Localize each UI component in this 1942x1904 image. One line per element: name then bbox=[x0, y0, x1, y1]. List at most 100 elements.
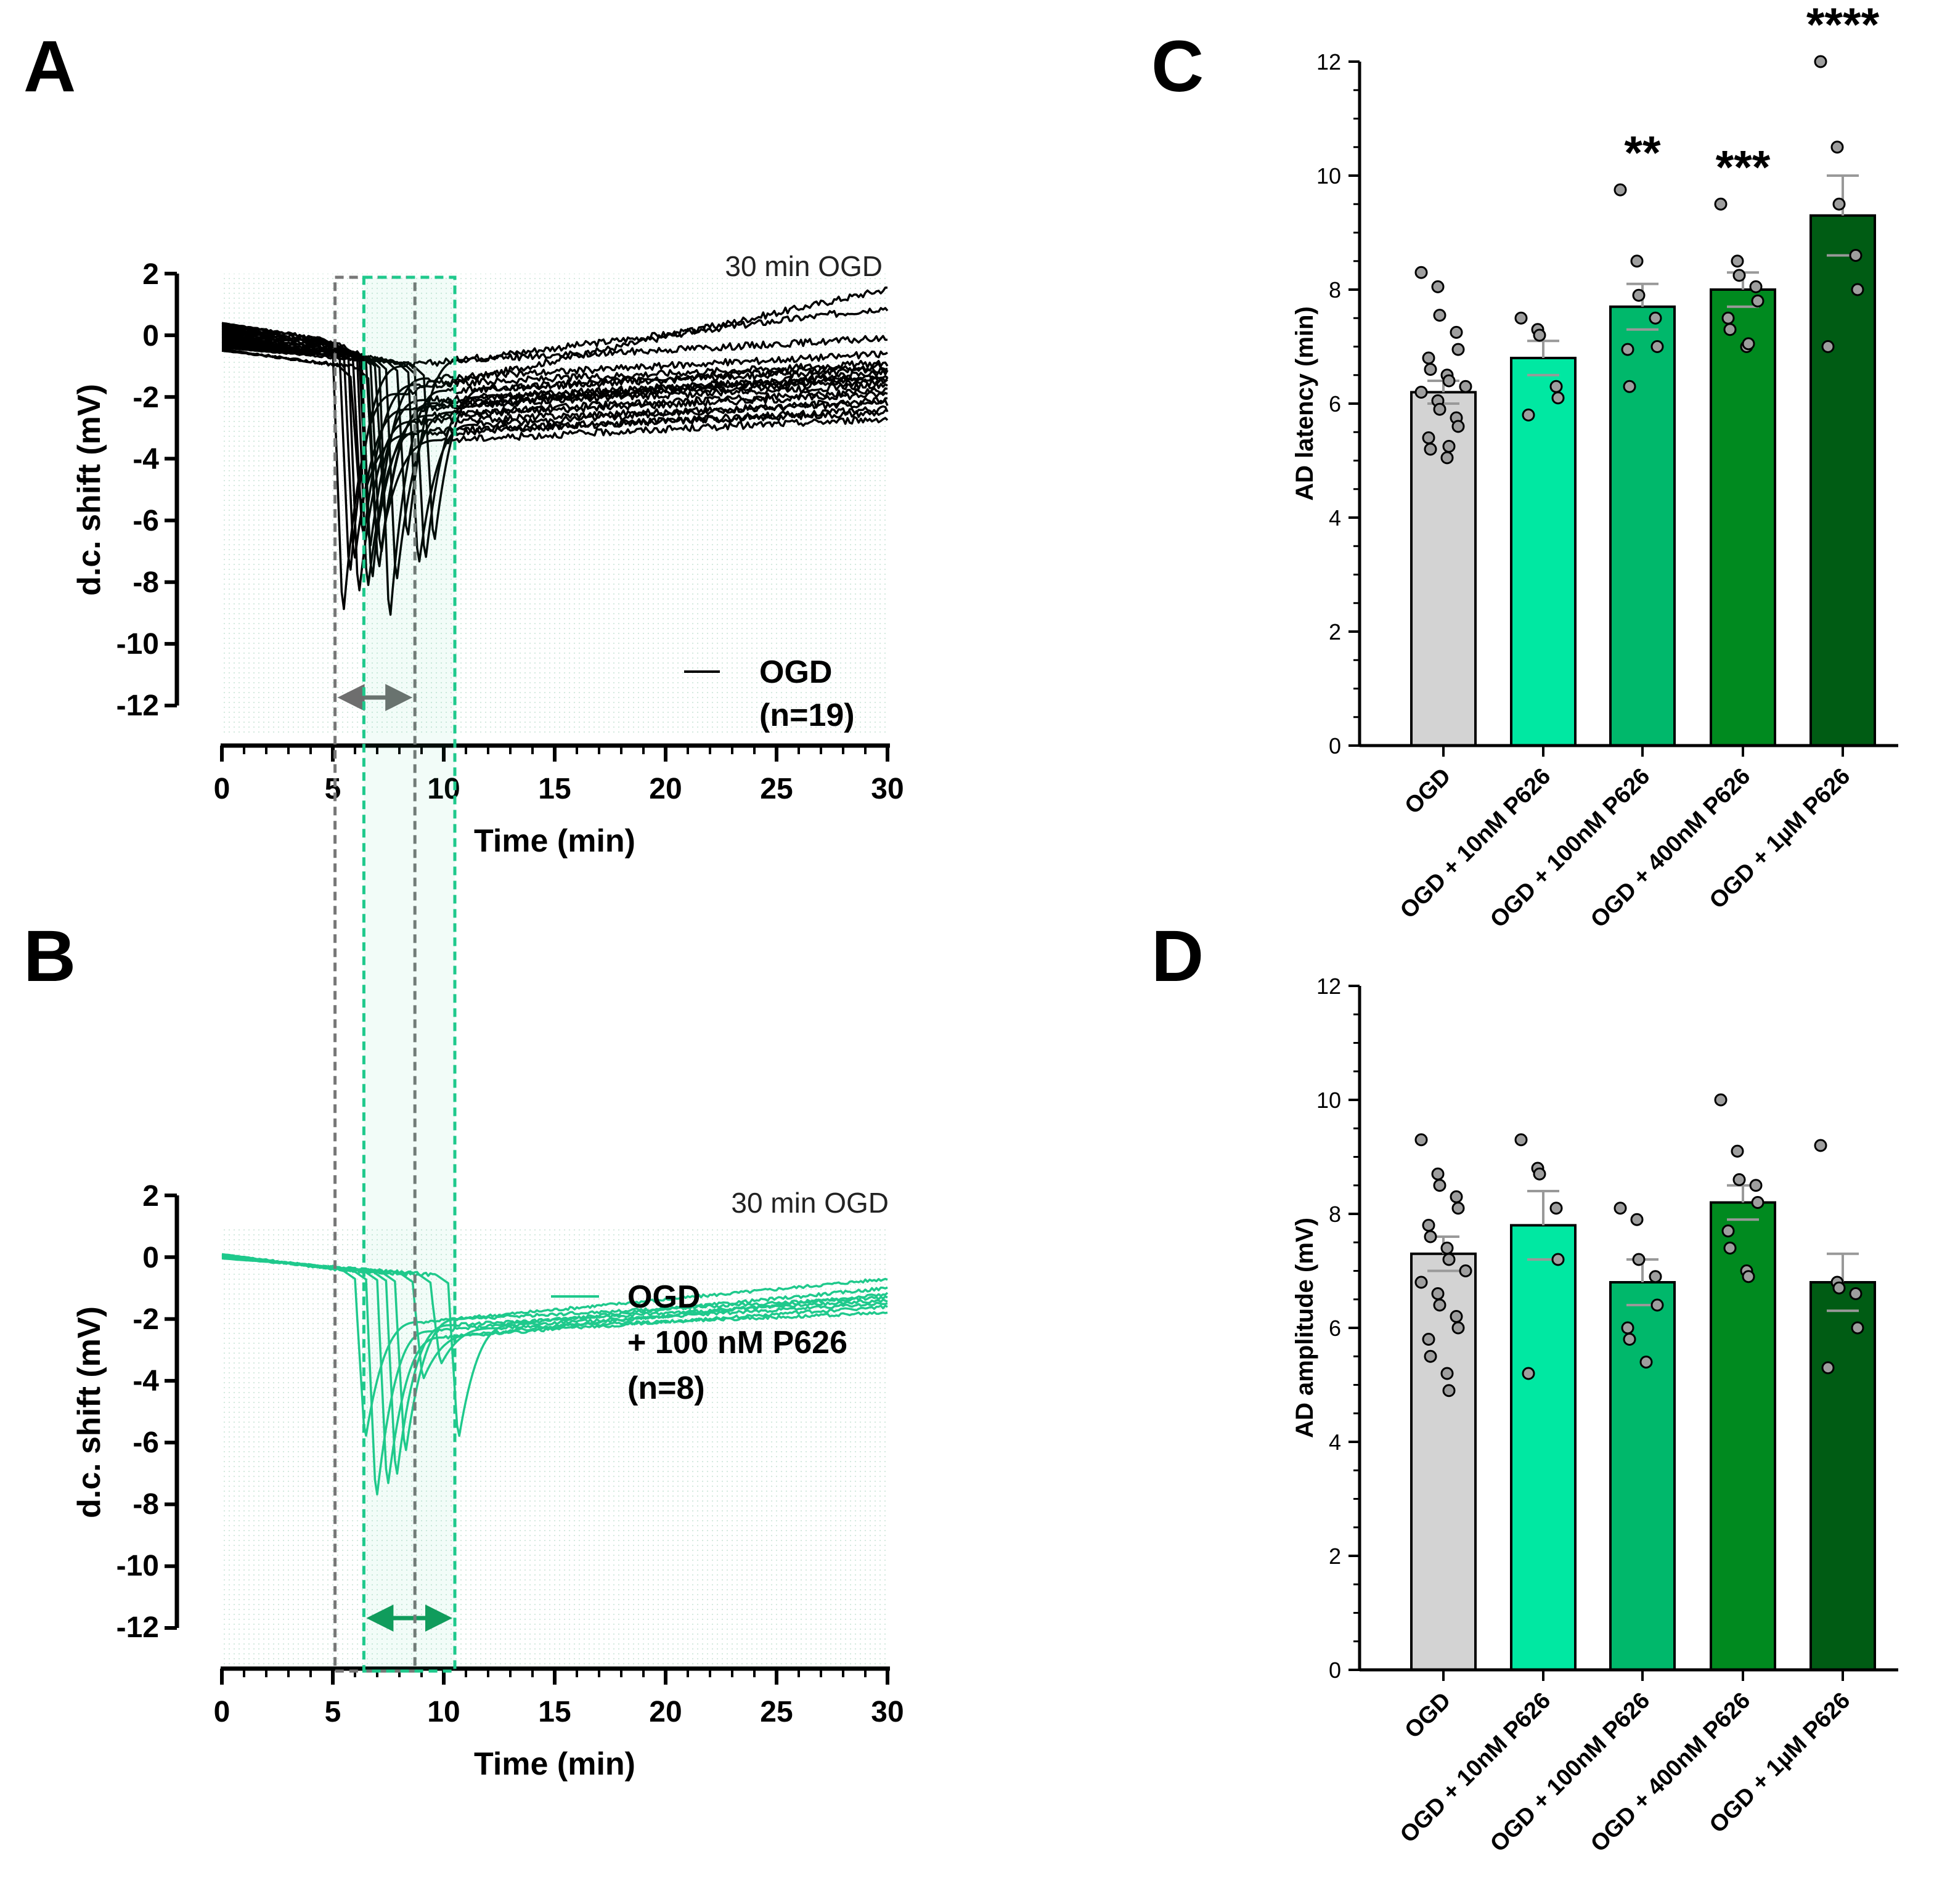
panel-b-latency-arrow bbox=[366, 1605, 452, 1632]
panel-d-point-4-5 bbox=[1751, 1196, 1765, 1209]
panel-c-bars bbox=[1410, 214, 1876, 747]
panel-c-significance-3: ** bbox=[1624, 127, 1661, 179]
panel-c-point-4-6 bbox=[1721, 311, 1735, 325]
panel-a-trace-17 bbox=[221, 346, 888, 540]
panel-a-y-ticks bbox=[165, 272, 177, 707]
panel-b-arrow-head-left bbox=[366, 1605, 394, 1632]
panel-d-point-1-3 bbox=[1433, 1179, 1446, 1192]
panel-c-ytick-label-2: 2 bbox=[1329, 619, 1341, 645]
panel-a-legend: OGD (n=19) bbox=[684, 654, 855, 733]
panel-d-ytick-label-6: 6 bbox=[1329, 1316, 1341, 1341]
panel-a-xtick-label-20: 20 bbox=[649, 773, 682, 805]
panel-d-point-2-5 bbox=[1551, 1253, 1565, 1266]
panel-b-trace-8 bbox=[221, 1257, 888, 1437]
panel-a-ytick-label-0: 0 bbox=[142, 320, 159, 352]
panel-c-ytick-label-10: 10 bbox=[1316, 163, 1341, 189]
panel-c-point-4-7 bbox=[1723, 323, 1737, 336]
panel-d-point-4-2 bbox=[1731, 1144, 1744, 1158]
panel-d-point-1-5 bbox=[1451, 1202, 1465, 1215]
panel-d-point-2-1 bbox=[1514, 1133, 1528, 1147]
panel-c-point-1-2 bbox=[1431, 280, 1445, 293]
panel-d-point-2-4 bbox=[1549, 1202, 1563, 1215]
panel-b-ytick-label-2: 2 bbox=[142, 1180, 159, 1213]
panel-c-point-1-11 bbox=[1414, 386, 1428, 399]
panel-label-d: D bbox=[1151, 916, 1204, 997]
panel-b-x-axis: 0 5 10 15 20 25 30 Time (min) bbox=[214, 1666, 904, 1782]
panel-c-significance-5: **** bbox=[1806, 0, 1880, 51]
panel-a-xtick-label-15: 15 bbox=[538, 773, 571, 805]
panel-a-x-axis-title: Time (min) bbox=[474, 823, 635, 859]
panel-c-point-2-6 bbox=[1522, 409, 1535, 421]
panel-d-point-1-10 bbox=[1459, 1264, 1472, 1277]
panel-b-legend-n: (n=8) bbox=[627, 1370, 705, 1406]
panel-b-plot-background bbox=[222, 1226, 887, 1670]
panel-c-point-3-4 bbox=[1649, 311, 1662, 325]
panel-a-trace-15 bbox=[221, 343, 888, 563]
panel-c-bar-5 bbox=[1809, 214, 1876, 747]
panel-b-legend: OGD + 100 nM P626 (n=8) bbox=[551, 1279, 847, 1406]
panel-d-bar-1 bbox=[1410, 1252, 1477, 1671]
panel-b-traces bbox=[221, 1253, 889, 1495]
panel-d-point-4-3 bbox=[1732, 1173, 1746, 1186]
panel-c-point-1-1 bbox=[1414, 266, 1428, 279]
panel-b-legend-label-2: + 100 nM P626 bbox=[627, 1325, 847, 1361]
panel-c-point-2-1 bbox=[1514, 311, 1528, 325]
panel-b-xtick-label-5: 5 bbox=[325, 1696, 341, 1728]
panel-label-b: B bbox=[23, 916, 76, 997]
panel-c-point-3-3 bbox=[1632, 288, 1646, 302]
panel-d-point-2-6 bbox=[1522, 1367, 1535, 1380]
panel-c-ytick-label-12: 12 bbox=[1316, 49, 1341, 75]
panel-c-point-1-4 bbox=[1450, 325, 1463, 339]
latency-window-green bbox=[362, 275, 457, 1673]
panel-a-legend-n: (n=19) bbox=[759, 698, 855, 733]
latency-windows bbox=[333, 275, 457, 1673]
panel-d-category-label-1: OGD bbox=[1400, 1688, 1456, 1744]
panel-d-point-1-9 bbox=[1442, 1253, 1456, 1266]
panel-d-point-4-7 bbox=[1723, 1242, 1737, 1255]
panel-c-bar-3 bbox=[1609, 305, 1676, 747]
panel-d-point-4-1 bbox=[1714, 1093, 1728, 1107]
panel-c-point-3-7 bbox=[1623, 380, 1636, 393]
panel-b-xtick-label-30: 30 bbox=[871, 1696, 904, 1728]
panel-b-legend-label: OGD bbox=[627, 1279, 700, 1315]
panel-c-point-3-2 bbox=[1630, 254, 1644, 268]
panel-c-point-5-1 bbox=[1814, 55, 1827, 68]
panel-c-point-1-16 bbox=[1422, 431, 1435, 444]
panel-c-point-4-5 bbox=[1751, 295, 1765, 307]
panel-a-ytick-label-m6: -6 bbox=[133, 505, 159, 537]
panel-b-ytick-label-m2: -2 bbox=[133, 1303, 159, 1336]
panel-d-point-1-17 bbox=[1424, 1349, 1437, 1363]
panel-d-point-1-16 bbox=[1422, 1333, 1435, 1346]
panel-d-point-3-5 bbox=[1650, 1298, 1664, 1312]
panel-c-x-ticks bbox=[1442, 746, 1844, 757]
panel-d-ytick-label-4: 4 bbox=[1329, 1430, 1341, 1455]
panel-a-y-axis-title: d.c. shift (mV) bbox=[71, 384, 107, 596]
panel-d-point-3-7 bbox=[1623, 1333, 1636, 1346]
panel-b-xtick-label-15: 15 bbox=[538, 1696, 571, 1728]
panel-c-point-4-2 bbox=[1731, 254, 1744, 268]
panel-c-point-1-13 bbox=[1433, 402, 1446, 416]
panel-c-point-1-6 bbox=[1422, 351, 1435, 365]
panel-d-y-axis: 0 2 4 6 8 10 12 AD amplitude (mV) bbox=[1291, 974, 1361, 1683]
panel-d-point-3-8 bbox=[1639, 1356, 1653, 1369]
panel-label-c: C bbox=[1151, 26, 1204, 107]
panel-a-trace-14 bbox=[221, 335, 888, 536]
panel-a-condition-annotation: 30 min OGD bbox=[725, 250, 883, 282]
panel-d-point-3-1 bbox=[1614, 1202, 1627, 1215]
panel-b-condition-annotation: 30 min OGD bbox=[731, 1187, 889, 1219]
panel-b-dc-shift-p626: 0 5 10 15 20 25 30 Time (min) 2 0 -2 -4 … bbox=[71, 1180, 904, 1782]
panel-a-arrow-head-left bbox=[337, 684, 365, 711]
panel-b-y-ticks bbox=[165, 1194, 177, 1630]
panel-d-x-ticks bbox=[1442, 1670, 1844, 1681]
panel-c-point-1-17 bbox=[1424, 442, 1437, 456]
panel-c-point-5-6 bbox=[1821, 340, 1835, 353]
panel-d-point-1-13 bbox=[1433, 1298, 1446, 1312]
panel-a-ytick-label-m4: -4 bbox=[133, 443, 159, 476]
panel-b-arrow-head-right bbox=[425, 1605, 452, 1632]
panel-d-ytick-label-8: 8 bbox=[1329, 1202, 1341, 1227]
